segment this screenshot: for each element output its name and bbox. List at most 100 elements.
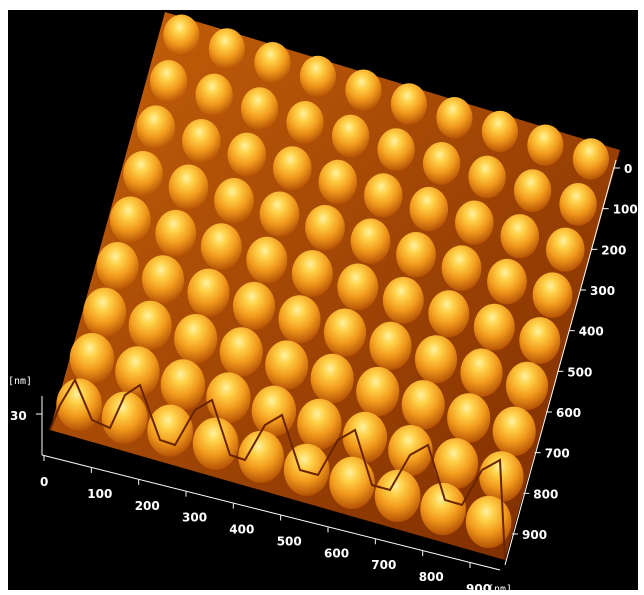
surface-peak bbox=[192, 417, 239, 470]
surface-peak bbox=[297, 398, 342, 450]
surface-peak bbox=[455, 200, 494, 245]
surface-peak bbox=[447, 393, 491, 443]
surface-peak bbox=[546, 227, 585, 272]
surface-peak bbox=[356, 366, 400, 417]
surface-peak bbox=[318, 159, 358, 204]
surface-peak bbox=[337, 263, 379, 311]
z-axis-tick-label: 30 bbox=[10, 409, 27, 423]
y-axis-tick-label: 900 bbox=[522, 528, 547, 542]
y-axis-tick-label: 700 bbox=[545, 447, 570, 461]
surface-peak bbox=[246, 236, 288, 284]
surface-peak bbox=[492, 406, 536, 456]
x-axis-tick-label: 500 bbox=[277, 534, 302, 548]
x-axis-tick-label: 900 bbox=[466, 582, 491, 595]
surface-peak bbox=[323, 308, 367, 357]
surface-peak bbox=[238, 430, 284, 483]
x-axis-tick-label: 800 bbox=[419, 570, 444, 584]
surface-peak bbox=[232, 281, 276, 331]
y-axis-tick-label: 0 bbox=[624, 162, 632, 176]
surface-peak bbox=[436, 97, 473, 139]
surface-peak bbox=[377, 128, 415, 172]
surface-peak bbox=[487, 258, 527, 305]
x-axis-tick-label: 200 bbox=[135, 499, 160, 513]
surface-peak bbox=[513, 169, 552, 213]
surface-peak bbox=[396, 232, 436, 278]
x-axis-tick-label: 600 bbox=[324, 546, 349, 560]
surface-peak bbox=[331, 114, 370, 158]
surface-peak bbox=[465, 495, 512, 549]
surface-peak bbox=[160, 359, 206, 411]
surface-peak bbox=[572, 138, 610, 180]
y-axis-tick-label: 400 bbox=[579, 325, 604, 339]
x-axis-tick-label: 0 bbox=[40, 475, 48, 489]
surface-peak bbox=[382, 276, 424, 324]
surface-peak bbox=[433, 438, 479, 489]
surface-peak bbox=[390, 83, 427, 125]
surface-peak bbox=[174, 314, 218, 364]
surface-peak bbox=[109, 196, 151, 244]
x-axis-tick-label: 700 bbox=[371, 558, 396, 572]
surface-peak bbox=[136, 105, 176, 150]
y-axis-tick-label: 200 bbox=[601, 243, 626, 257]
surface-peak bbox=[240, 87, 279, 131]
x-axis-tick-label: 100 bbox=[87, 487, 112, 501]
y-axis-tick-label: 500 bbox=[567, 365, 592, 379]
surface-peak bbox=[441, 245, 482, 291]
surface-peak bbox=[505, 361, 549, 410]
surface-peak bbox=[342, 411, 388, 463]
surface-peak bbox=[101, 391, 148, 444]
surface-peak bbox=[369, 321, 412, 370]
surface-peak bbox=[345, 69, 382, 111]
surface-peak bbox=[123, 151, 163, 197]
surface-peak bbox=[329, 456, 375, 509]
y-axis-tick-labels: 0 100 200 300 400 500 600 700 800 900 bbox=[522, 162, 638, 542]
surface-peak bbox=[163, 14, 200, 56]
surface-peak bbox=[420, 482, 466, 536]
surface-peak bbox=[219, 327, 263, 377]
surface-peak bbox=[141, 255, 185, 304]
surface-peak bbox=[374, 469, 421, 522]
surface-peak bbox=[96, 242, 139, 291]
z-axis-unit: [nm] bbox=[8, 376, 32, 387]
surface-peak bbox=[468, 155, 506, 199]
surface-peak bbox=[500, 214, 540, 259]
y-axis-ticks bbox=[512, 167, 620, 535]
surface-peak bbox=[227, 132, 267, 177]
surface-peak bbox=[364, 173, 403, 218]
surface-peak bbox=[310, 353, 354, 404]
surface-peak bbox=[527, 124, 564, 166]
surface-peak bbox=[422, 142, 461, 185]
surface-peak bbox=[254, 42, 291, 84]
surface-peak bbox=[206, 372, 251, 424]
x-axis-tick-label: 300 bbox=[182, 511, 207, 525]
x-axis-unit: [nm] bbox=[488, 584, 512, 595]
surface-peak bbox=[388, 425, 433, 476]
x-axis-line bbox=[41, 454, 501, 571]
surface-peak bbox=[200, 223, 242, 271]
surface-peak bbox=[414, 335, 458, 384]
surface-peak bbox=[115, 346, 160, 397]
surface-peak bbox=[149, 60, 188, 103]
surface-peak bbox=[69, 333, 115, 384]
surface-peak bbox=[195, 73, 233, 117]
axes bbox=[36, 159, 617, 571]
surface-peak bbox=[532, 272, 573, 318]
y-axis-tick-label: 800 bbox=[533, 487, 558, 501]
surface-peak bbox=[147, 404, 193, 457]
surface-peak bbox=[259, 191, 300, 237]
surface-peak bbox=[409, 186, 449, 232]
surface-peak bbox=[428, 290, 470, 338]
surface-peak bbox=[214, 178, 254, 224]
x-axis-ticks bbox=[43, 456, 471, 568]
front-edge-profile bbox=[49, 377, 506, 561]
surface-peak bbox=[305, 205, 345, 251]
y-axis-line bbox=[504, 159, 617, 566]
surface-peak bbox=[559, 183, 597, 226]
x-axis-tick-label: 400 bbox=[229, 523, 254, 537]
surface-peak bbox=[265, 340, 309, 390]
surface-peak bbox=[208, 28, 245, 70]
y-axis-tick-label: 300 bbox=[590, 284, 615, 298]
